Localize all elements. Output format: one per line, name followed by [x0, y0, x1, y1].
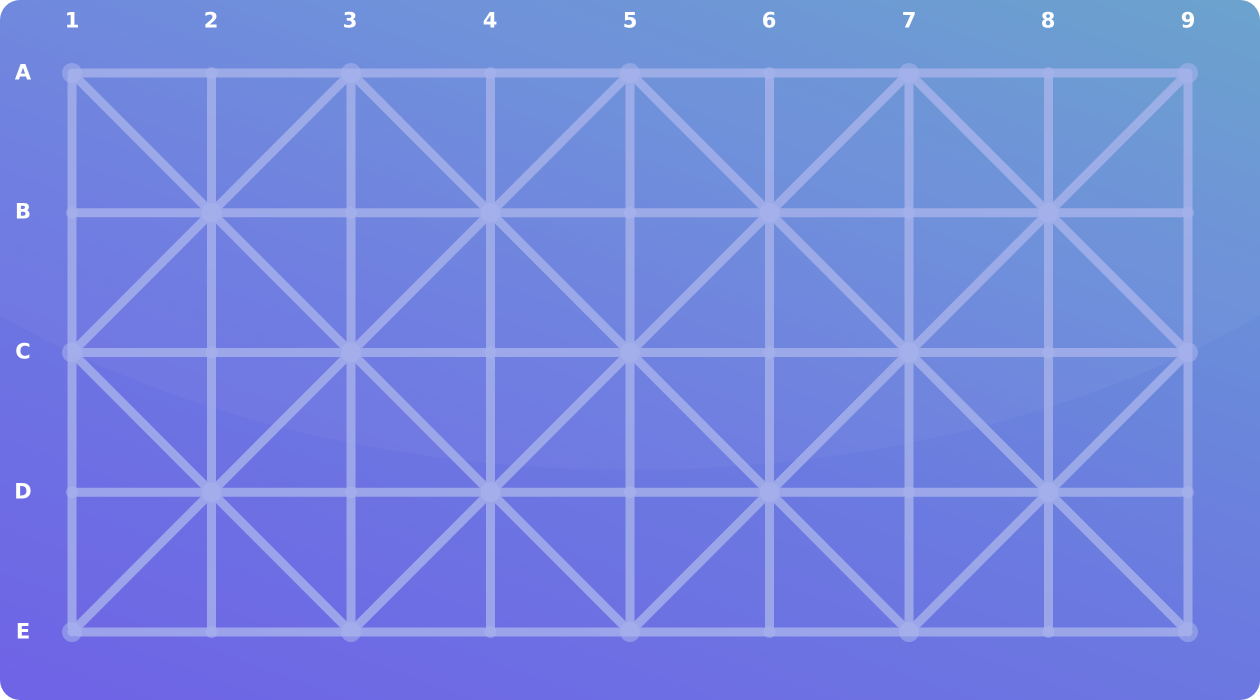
board-intersection[interactable] [759, 202, 780, 223]
board-intersection[interactable] [1182, 486, 1194, 499]
diagonal-line [904, 487, 1053, 637]
diagonal-line [1044, 487, 1193, 637]
diagonal-line [625, 68, 774, 218]
column-label-3: 3 [342, 8, 358, 33]
diagonal-line [67, 68, 216, 218]
column-label-1: 1 [64, 8, 80, 33]
board-intersection[interactable] [480, 202, 501, 223]
board-intersection[interactable] [624, 486, 636, 499]
diagonal-line [346, 487, 495, 637]
row-label-d: D [14, 479, 32, 504]
column-label-6: 6 [761, 8, 777, 33]
diagonal-line [346, 68, 495, 218]
board-intersection[interactable] [341, 63, 361, 83]
column-label-2: 2 [203, 8, 219, 33]
board-intersection[interactable] [480, 482, 501, 503]
diagonal-line [346, 348, 495, 497]
board-intersection[interactable] [1042, 346, 1055, 359]
board-intersection[interactable] [1042, 626, 1055, 638]
column-label-8: 8 [1040, 8, 1056, 33]
board-intersection[interactable] [620, 342, 640, 363]
board-intersection[interactable] [899, 342, 919, 363]
board-intersection[interactable] [1038, 482, 1059, 503]
board-intersection[interactable] [62, 63, 82, 83]
board-intersection[interactable] [620, 622, 640, 642]
diagonal-line [1044, 68, 1193, 218]
board-intersection[interactable] [624, 206, 636, 219]
board-intersection[interactable] [1178, 342, 1198, 363]
diagonal-line [765, 68, 914, 218]
diagonal-line [207, 208, 356, 357]
diagonal-line [904, 348, 1053, 497]
column-label-7: 7 [901, 8, 917, 33]
row-label-e: E [15, 619, 31, 644]
board-intersection[interactable] [484, 67, 497, 79]
board-intersection[interactable] [484, 346, 497, 359]
diagonal-line [346, 208, 495, 357]
board-intersection[interactable] [620, 63, 640, 83]
board-intersection[interactable] [763, 67, 776, 79]
column-label-5: 5 [622, 8, 638, 33]
board-intersection[interactable] [201, 482, 222, 503]
board-intersection[interactable] [345, 486, 357, 499]
board-intersection[interactable] [1178, 63, 1198, 83]
diagonal-line [625, 348, 774, 497]
diagonal-line [765, 348, 914, 497]
diagonal-line [904, 68, 1053, 218]
board-intersection[interactable] [62, 342, 82, 363]
diagonal-line [486, 348, 635, 497]
row-label-c: C [15, 339, 31, 364]
diagonal-line [486, 208, 635, 357]
diagonal-line [207, 68, 356, 218]
board-intersection[interactable] [205, 626, 218, 638]
diagonal-line [904, 208, 1053, 357]
board-intersection[interactable] [66, 486, 78, 499]
board-intersection[interactable] [759, 482, 780, 503]
diagonal-line [67, 208, 216, 357]
board-intersection[interactable] [899, 622, 919, 642]
column-label-4: 4 [482, 8, 498, 33]
diagonal-line [1044, 348, 1193, 497]
diagonal-line [207, 487, 356, 637]
diagonal-line [207, 348, 356, 497]
board-intersection[interactable] [345, 206, 357, 219]
diagonal-line [486, 487, 635, 637]
board-intersection[interactable] [66, 206, 78, 219]
diagonal-line [486, 68, 635, 218]
board-intersection[interactable] [205, 346, 218, 359]
diagonal-line [67, 487, 216, 637]
board-intersection[interactable] [1178, 622, 1198, 642]
board-intersection[interactable] [341, 342, 361, 363]
board-intersection[interactable] [1042, 67, 1055, 79]
board-intersection[interactable] [201, 202, 222, 223]
diagonal-line [625, 208, 774, 357]
row-label-a: A [14, 60, 32, 85]
board-intersection[interactable] [763, 626, 776, 638]
board-intersection[interactable] [1182, 206, 1194, 219]
board-intersection[interactable] [903, 486, 915, 499]
diagonal-line [625, 487, 774, 637]
diagonal-line [765, 487, 914, 637]
diagonal-line [765, 208, 914, 357]
column-label-9: 9 [1180, 8, 1196, 33]
board-intersection[interactable] [205, 67, 218, 79]
board-intersection[interactable] [899, 63, 919, 83]
row-label-b: B [14, 199, 32, 224]
board-intersection[interactable] [763, 346, 776, 359]
board-intersection[interactable] [903, 206, 915, 219]
board-intersection[interactable] [484, 626, 497, 638]
diagonal-line [67, 348, 216, 497]
board-intersection[interactable] [62, 622, 82, 642]
diagonal-line [1044, 208, 1193, 357]
board-intersection[interactable] [1038, 202, 1059, 223]
board-intersection[interactable] [341, 622, 361, 642]
